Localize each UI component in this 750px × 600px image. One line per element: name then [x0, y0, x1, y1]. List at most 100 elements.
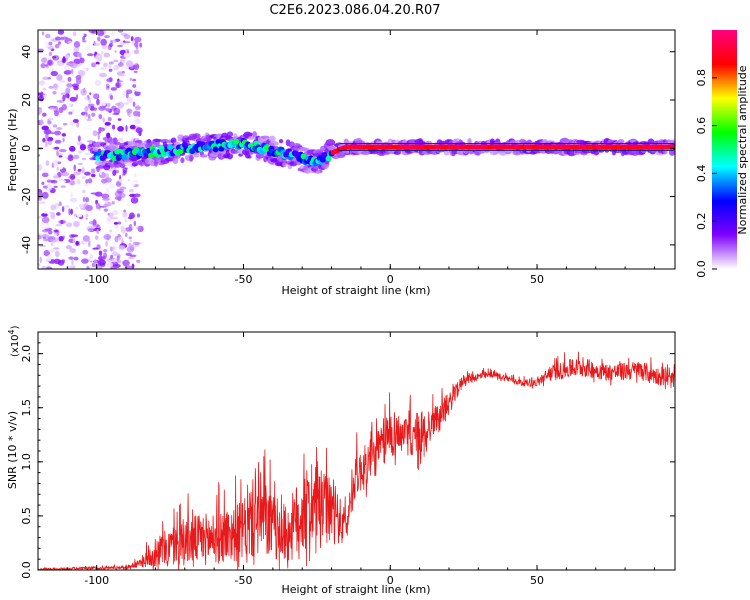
noise-blob — [106, 77, 113, 83]
halo-blob — [247, 155, 252, 159]
noise-blob — [50, 243, 54, 246]
noise-blob — [101, 105, 105, 109]
noise-blob — [128, 120, 135, 126]
noise-blob — [78, 30, 85, 38]
noise-blob — [50, 70, 58, 77]
noise-blob — [62, 137, 65, 143]
halo-blob — [172, 157, 179, 165]
noise-blob — [104, 35, 110, 39]
noise-blob — [57, 30, 65, 35]
noise-blob — [117, 30, 124, 33]
noise-blob — [61, 171, 70, 177]
snr-y-multiplier: (x104) — [7, 325, 21, 357]
noise-blob — [84, 113, 87, 120]
noise-blob — [52, 91, 57, 95]
noise-blob — [71, 68, 74, 75]
noise-blob — [134, 193, 141, 198]
noise-blob — [106, 102, 111, 108]
y-tick-label: 20 — [20, 93, 33, 107]
noise-blob — [44, 129, 52, 135]
noise-blob — [81, 167, 85, 174]
noise-blob — [45, 33, 51, 39]
noise-blob — [53, 175, 59, 179]
noise-blob — [84, 152, 90, 155]
noise-blob — [98, 126, 102, 134]
noise-blob — [61, 133, 67, 137]
noise-blob — [57, 41, 62, 45]
ridge-blob — [212, 146, 219, 153]
noise-blob — [110, 246, 113, 252]
noise-blob — [88, 30, 96, 34]
noise-blob — [95, 61, 100, 65]
halo-blob — [180, 157, 185, 164]
noise-blob — [54, 139, 62, 144]
noise-blob — [99, 189, 105, 193]
noise-blob — [127, 178, 131, 182]
noise-blob — [52, 124, 58, 128]
noise-blob — [117, 260, 122, 264]
colorbar-gradient — [712, 30, 737, 269]
noise-blob — [47, 236, 56, 241]
noise-blob — [103, 203, 108, 208]
noise-blob — [138, 131, 142, 136]
noise-blob — [110, 266, 117, 269]
noise-blob — [89, 254, 93, 260]
noise-blob — [128, 212, 135, 219]
noise-blob — [41, 191, 49, 199]
noise-blob — [123, 102, 129, 105]
y-tick-label: 0.0 — [20, 561, 33, 579]
halo-blob — [325, 140, 335, 145]
noise-blob — [128, 223, 133, 231]
noise-blob — [93, 258, 98, 266]
noise-blob — [125, 124, 128, 132]
noise-blob — [89, 92, 92, 95]
noise-blob — [115, 102, 121, 106]
noise-blob — [129, 77, 133, 81]
noise-blob — [108, 63, 112, 69]
halo-blob — [315, 170, 321, 174]
noise-blob — [38, 92, 41, 96]
noise-blob — [107, 212, 110, 216]
noise-blob — [77, 162, 84, 165]
noise-blob — [110, 233, 115, 240]
noise-blob — [43, 210, 47, 214]
noise-blob — [85, 197, 90, 203]
noise-blob — [41, 213, 48, 217]
noise-blob — [75, 104, 81, 109]
noise-blob — [70, 234, 79, 238]
noise-blob — [106, 132, 111, 139]
noise-blob — [122, 167, 128, 173]
x-tick-label: -50 — [234, 574, 252, 587]
noise-blob — [54, 36, 61, 41]
snr-x-axis-label: Height of straight line (km) — [281, 583, 430, 596]
spectrogram-marks — [38, 30, 675, 269]
spectrogram-y-ticks: -40 -20 0 20 40 — [20, 45, 675, 254]
noise-blob — [117, 236, 125, 243]
noise-blob — [48, 230, 53, 235]
noise-blob — [41, 265, 47, 269]
noise-blob — [41, 216, 50, 224]
noise-blob — [38, 234, 42, 240]
noise-blob — [125, 187, 128, 194]
noise-blob — [118, 137, 124, 142]
noise-blob — [54, 146, 60, 150]
noise-blob — [82, 40, 87, 43]
noise-blob — [84, 47, 91, 53]
noise-blob — [55, 212, 61, 216]
noise-blob — [68, 208, 71, 216]
noise-blob — [42, 236, 47, 239]
noise-blob — [90, 168, 96, 174]
noise-blob — [98, 266, 102, 269]
noise-blob — [75, 240, 79, 246]
noise-blob — [98, 255, 104, 261]
noise-blob — [72, 118, 79, 123]
snr-x-ticks: -100 -50 0 50 — [66, 332, 655, 587]
noise-blob — [73, 41, 81, 48]
noise-blob — [50, 179, 58, 184]
noise-blob — [118, 245, 126, 250]
noise-blob — [86, 140, 94, 143]
noise-blob — [128, 242, 132, 248]
noise-blob — [85, 217, 88, 220]
noise-blob — [117, 80, 123, 83]
